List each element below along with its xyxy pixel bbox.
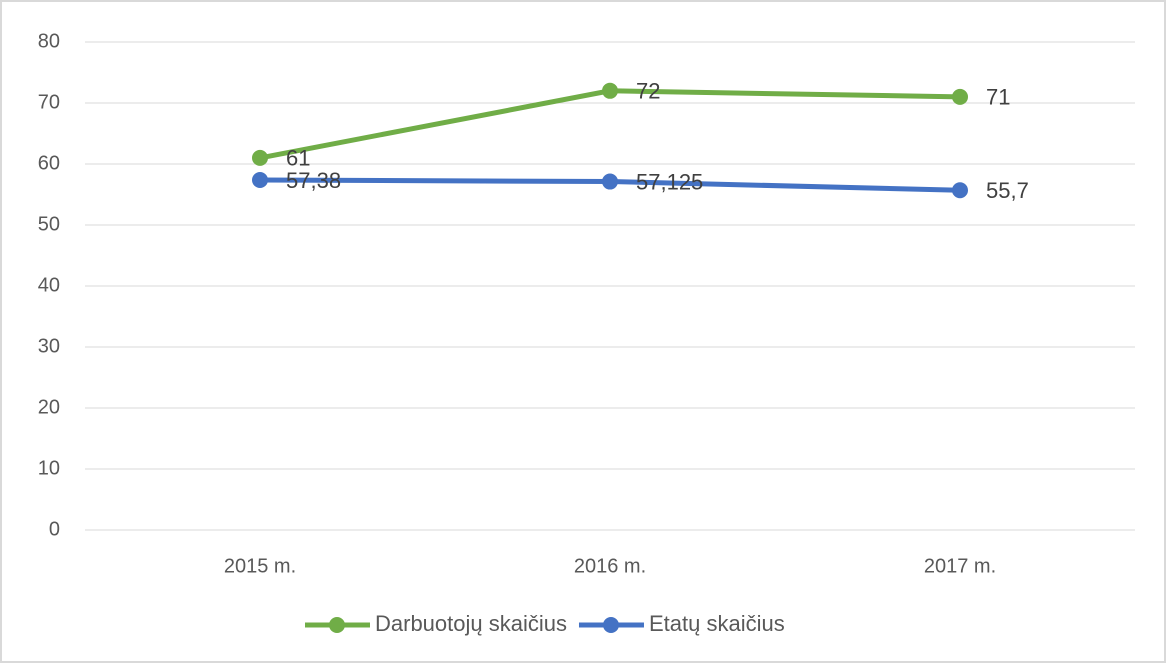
data-point — [952, 182, 968, 199]
y-tick-label: 30 — [38, 335, 60, 357]
y-tick-label: 40 — [38, 274, 60, 296]
data-label: 57,125 — [636, 169, 703, 194]
data-label: 61 — [286, 146, 310, 171]
y-tick-label: 80 — [38, 30, 60, 52]
y-tick-label: 10 — [38, 457, 60, 479]
legend-marker — [602, 617, 619, 633]
x-tick-label: 2015 m. — [224, 555, 296, 577]
legend-label: Darbuotojų skaičius — [375, 611, 567, 636]
legend-marker — [329, 617, 345, 633]
data-point — [602, 82, 618, 99]
data-label: 72 — [636, 79, 660, 104]
y-tick-label: 20 — [38, 396, 60, 418]
y-tick-label: 0 — [49, 518, 60, 540]
data-point — [952, 88, 968, 105]
x-tick-label: 2016 m. — [574, 555, 646, 577]
data-point — [602, 173, 618, 190]
y-tick-label: 50 — [38, 213, 60, 235]
data-label: 55,7 — [986, 178, 1029, 203]
data-label: 57,38 — [286, 168, 341, 193]
y-tick-label: 70 — [38, 91, 60, 113]
data-point — [252, 149, 268, 166]
x-tick-label: 2017 m. — [924, 555, 996, 577]
legend-label: Etatų skaičius — [649, 611, 785, 636]
data-label: 71 — [986, 85, 1010, 110]
y-tick-label: 60 — [38, 152, 60, 174]
data-point — [252, 171, 268, 188]
